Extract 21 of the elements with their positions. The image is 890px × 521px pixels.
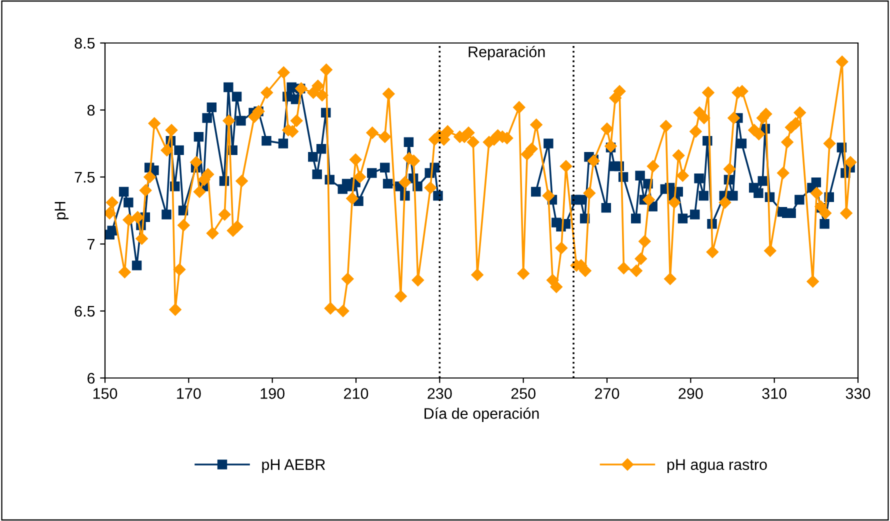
x-tick-label: 250 — [511, 388, 536, 399]
x-tick-label: 230 — [428, 388, 452, 399]
x-tick-label: 270 — [595, 388, 620, 399]
y-tick-label: 7 — [88, 239, 95, 250]
y-axis-title: pH — [54, 202, 68, 220]
x-tick-label: 330 — [846, 388, 870, 399]
legend-label: pH AEBR — [262, 459, 326, 473]
annotation: Reparación — [468, 46, 545, 60]
y-tick-label: 6 — [88, 372, 95, 384]
x-tick-label: 210 — [344, 388, 368, 399]
y-tick-label: 6.5 — [74, 306, 95, 317]
y-tick-label: 8.5 — [74, 38, 95, 49]
y-tick-label: 8 — [87, 104, 95, 116]
x-tick-label: 310 — [762, 388, 786, 399]
x-tick-label: 150 — [93, 388, 118, 399]
legend-label: pH agua rastro — [667, 459, 767, 473]
x-tick-label: 190 — [260, 388, 284, 399]
y-tick-label: 7.5 — [74, 172, 95, 183]
x-axis-title: Día de operación — [424, 408, 539, 422]
x-tick-label: 290 — [678, 388, 703, 399]
x-tick-label: 170 — [177, 388, 201, 399]
